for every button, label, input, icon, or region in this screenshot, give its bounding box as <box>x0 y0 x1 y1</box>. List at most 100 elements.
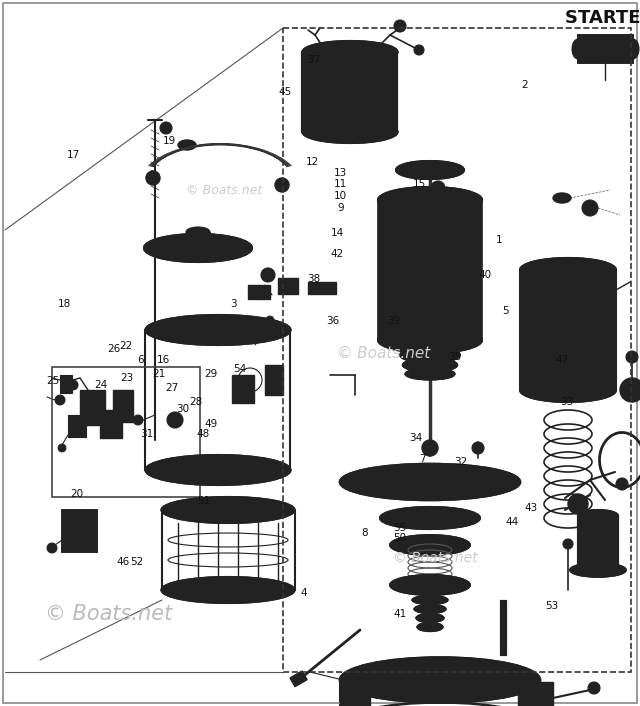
Text: STARTER MOT: STARTER MOT <box>565 9 640 27</box>
Ellipse shape <box>405 368 455 380</box>
Text: 41: 41 <box>394 609 406 619</box>
Text: 9: 9 <box>337 203 344 213</box>
Bar <box>62 510 97 552</box>
Text: 25: 25 <box>46 376 59 386</box>
Ellipse shape <box>430 196 446 203</box>
Text: 8: 8 <box>362 528 368 538</box>
Text: 23: 23 <box>120 373 133 383</box>
Circle shape <box>626 351 638 363</box>
Ellipse shape <box>186 227 210 237</box>
Text: 27: 27 <box>165 383 178 393</box>
Text: © Boats.net: © Boats.net <box>186 184 262 197</box>
Bar <box>80 390 105 425</box>
Bar <box>113 390 133 422</box>
Text: 19: 19 <box>163 136 176 146</box>
Ellipse shape <box>145 455 291 485</box>
Circle shape <box>431 181 445 195</box>
Text: 47: 47 <box>556 355 568 365</box>
Ellipse shape <box>400 674 480 696</box>
Text: 36: 36 <box>326 316 339 326</box>
Bar <box>518 682 553 706</box>
Circle shape <box>573 499 583 509</box>
Ellipse shape <box>578 510 618 522</box>
Ellipse shape <box>578 558 618 570</box>
Text: 11: 11 <box>334 179 347 189</box>
Text: 45: 45 <box>278 87 291 97</box>
Bar <box>100 410 122 438</box>
Text: 14: 14 <box>331 228 344 238</box>
Ellipse shape <box>144 234 252 262</box>
Bar <box>68 525 90 543</box>
Circle shape <box>106 425 116 435</box>
Text: 39: 39 <box>387 316 400 326</box>
Circle shape <box>525 687 541 703</box>
Bar <box>302 52 397 132</box>
Text: 22: 22 <box>119 341 132 351</box>
Ellipse shape <box>390 575 470 595</box>
Bar <box>290 671 307 687</box>
Circle shape <box>160 122 172 134</box>
Text: 18: 18 <box>58 299 70 309</box>
Circle shape <box>394 20 406 32</box>
Ellipse shape <box>182 142 192 148</box>
Text: 17: 17 <box>67 150 80 160</box>
Text: 20: 20 <box>70 489 83 499</box>
Ellipse shape <box>161 577 294 603</box>
Text: 50: 50 <box>394 533 406 543</box>
Bar <box>500 600 506 655</box>
Text: 40: 40 <box>479 270 492 280</box>
Circle shape <box>414 45 424 55</box>
Bar <box>232 375 254 403</box>
Text: © Boats.net: © Boats.net <box>337 345 431 361</box>
Text: 31: 31 <box>141 429 154 439</box>
Ellipse shape <box>520 378 616 402</box>
Bar <box>283 28 631 672</box>
Bar <box>578 35 633 63</box>
Circle shape <box>47 543 57 553</box>
Ellipse shape <box>390 535 470 555</box>
Text: 2: 2 <box>522 80 528 90</box>
Bar <box>308 282 336 294</box>
Circle shape <box>261 268 275 282</box>
Bar <box>62 510 97 552</box>
Ellipse shape <box>538 332 598 348</box>
Text: 33: 33 <box>560 397 573 407</box>
Bar <box>278 278 298 294</box>
Bar <box>52 367 200 497</box>
Bar <box>520 270 616 390</box>
Text: 54: 54 <box>234 364 246 374</box>
Text: 6: 6 <box>138 355 144 365</box>
Text: 5: 5 <box>502 306 509 316</box>
Ellipse shape <box>410 475 450 489</box>
Text: 38: 38 <box>307 274 320 284</box>
Circle shape <box>79 417 89 427</box>
Ellipse shape <box>378 327 482 353</box>
Bar <box>378 200 482 340</box>
Circle shape <box>472 442 484 454</box>
Ellipse shape <box>375 670 505 700</box>
Circle shape <box>146 171 160 185</box>
Circle shape <box>55 395 65 405</box>
Ellipse shape <box>412 595 448 604</box>
Circle shape <box>58 444 66 452</box>
Text: 46: 46 <box>117 557 130 567</box>
Text: 24: 24 <box>95 380 108 390</box>
Text: 42: 42 <box>331 249 344 259</box>
Circle shape <box>167 412 183 428</box>
Ellipse shape <box>400 347 460 363</box>
Bar <box>340 685 370 706</box>
Ellipse shape <box>390 472 470 492</box>
Text: 1: 1 <box>496 235 502 245</box>
Bar <box>186 232 210 252</box>
Text: 10: 10 <box>334 191 347 201</box>
Ellipse shape <box>396 161 464 179</box>
Circle shape <box>588 682 600 694</box>
Bar <box>265 365 283 395</box>
Ellipse shape <box>627 39 639 59</box>
Ellipse shape <box>145 315 291 345</box>
Text: 15: 15 <box>413 179 426 189</box>
Bar <box>248 285 270 299</box>
Text: 29: 29 <box>205 369 218 379</box>
Ellipse shape <box>570 563 626 577</box>
Ellipse shape <box>408 511 452 525</box>
